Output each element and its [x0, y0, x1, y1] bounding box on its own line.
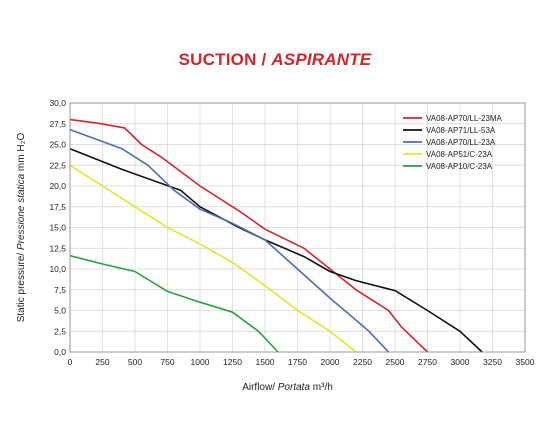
y-axis-label-plain: Static pressure/ [16, 250, 27, 322]
series-line [69, 164, 357, 353]
series-line [69, 128, 390, 353]
series-layer [69, 118, 483, 353]
x-tick-label: 1500 [256, 357, 275, 367]
x-axis-label-italic: Portata [278, 382, 311, 393]
y-tick-label: 22,5 [49, 160, 66, 170]
series-line [69, 254, 279, 353]
y-axis-label-unit: mm H₂O [16, 133, 27, 174]
x-tick-label: 2500 [386, 357, 405, 367]
x-tick-label: 1000 [191, 357, 210, 367]
legend-entry: VA08-AP70/LL-23MA [426, 114, 503, 123]
chart-title: SUCTION / ASPIRANTE [0, 50, 550, 70]
y-tick-label: 12,5 [49, 243, 66, 253]
tick-labels: 0 250 500 750 1000 1250 1500 1750 2000 2250 2500 27… [49, 98, 534, 367]
x-tick-label: 2250 [353, 357, 372, 367]
y-tick-label: 0,0 [54, 347, 66, 357]
legend-entry: VA08-AP71/LL-53A [426, 126, 496, 135]
legend-entry: VA08-AP10/C-23A [426, 162, 493, 171]
y-tick-label: 2,5 [54, 326, 66, 336]
x-tick-label: 2000 [321, 357, 340, 367]
y-tick-label: 27,5 [49, 119, 66, 129]
y-tick-label: 25,0 [49, 140, 66, 150]
x-tick-label: 0 [68, 357, 73, 367]
x-axis-label-plain: Airflow/ [242, 382, 278, 393]
y-tick-label: 10,0 [49, 264, 66, 274]
x-tick-label: 1250 [223, 357, 242, 367]
legend-entry: VA08-AP70/LL-23A [426, 138, 496, 147]
x-tick-label: 3500 [516, 357, 535, 367]
x-tick-label: 1750 [288, 357, 307, 367]
x-tick-label: 2750 [418, 357, 437, 367]
series-line [69, 147, 483, 353]
series-line [69, 118, 429, 353]
y-tick-label: 20,0 [49, 181, 66, 191]
x-tick-label: 250 [95, 357, 109, 367]
y-tick-label: 7,5 [54, 285, 66, 295]
y-tick-label: 15,0 [49, 223, 66, 233]
y-axis-label: Static pressure/ Pressione statica mm H₂… [16, 133, 27, 323]
y-tick-label: 5,0 [54, 306, 66, 316]
y-axis-label-italic: Pressione statica [16, 173, 27, 250]
legend: VA08-AP70/LL-23MA VA08-AP71/LL-53A VA08-AP… [403, 114, 503, 171]
x-tick-label: 750 [160, 357, 174, 367]
chart-title-main: SUCTION / [178, 50, 272, 69]
x-tick-label: 500 [128, 357, 142, 367]
y-tick-label: 17,5 [49, 202, 66, 212]
x-axis-label-unit: m³/h [310, 382, 333, 393]
x-tick-label: 3250 [483, 357, 502, 367]
chart-title-italic: ASPIRANTE [271, 50, 372, 69]
plot-frame [69, 102, 526, 353]
x-axis-label: Airflow/ Portata m³/h [242, 382, 333, 393]
y-tick-label: 30,0 [49, 98, 66, 108]
legend-entry: VA08-AP51/C-23A [426, 150, 493, 159]
x-tick-label: 3000 [451, 357, 470, 367]
